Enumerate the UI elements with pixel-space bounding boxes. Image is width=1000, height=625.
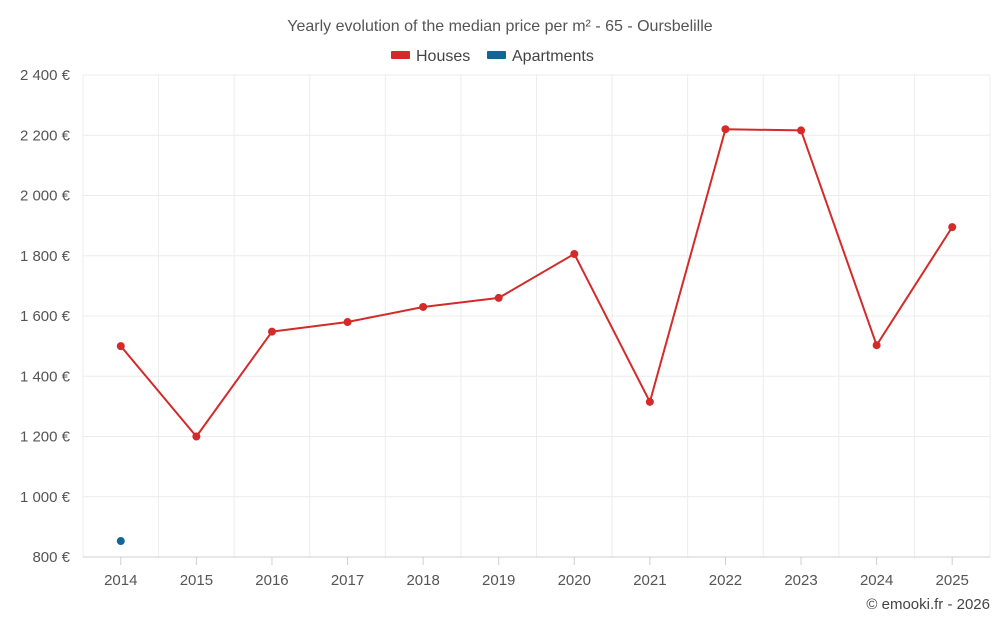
axes: 800 € 1 000 € 1 200 € 1 400 € 1 600 € 1 800 €… [20, 67, 990, 589]
data-point-houses[interactable] [343, 318, 352, 327]
series-points [116, 125, 957, 546]
data-point-houses[interactable] [948, 223, 957, 232]
grid [82, 74, 991, 558]
series-line-houses [120, 128, 954, 438]
data-point-houses[interactable] [872, 341, 881, 350]
x-tick-label: 2019 [482, 572, 515, 589]
series-lines [120, 128, 954, 438]
y-tick-label: 1 200 € [20, 429, 71, 446]
legend-label-apartments[interactable]: Apartments [512, 48, 594, 65]
y-tick-label: 800 € [32, 549, 70, 566]
x-tick-label: 2025 [936, 572, 969, 589]
x-tick-label: 2017 [331, 572, 364, 589]
data-point-apartments[interactable] [116, 537, 125, 546]
data-point-houses[interactable] [494, 293, 503, 302]
data-point-houses[interactable] [116, 342, 125, 351]
y-tick-label: 1 000 € [20, 489, 71, 506]
legend-swatch-houses [391, 51, 410, 59]
data-point-houses[interactable] [570, 249, 579, 258]
legend-label-houses[interactable]: Houses [416, 48, 470, 65]
y-tick-label: 2 000 € [20, 188, 71, 205]
legend-swatch-apartments [487, 51, 506, 59]
data-point-houses[interactable] [267, 327, 276, 336]
data-point-houses[interactable] [419, 302, 428, 311]
y-tick-label: 1 400 € [20, 368, 71, 385]
data-point-houses[interactable] [192, 432, 201, 441]
data-point-houses[interactable] [645, 397, 654, 406]
y-tick-label: 2 400 € [20, 67, 71, 84]
y-tick-label: 1 800 € [20, 248, 71, 265]
x-tick-label: 2014 [104, 572, 137, 589]
x-tick-label: 2016 [255, 572, 288, 589]
legend: Houses Apartments [391, 48, 594, 65]
x-tick-label: 2024 [860, 572, 893, 589]
x-tick-label: 2018 [406, 572, 439, 589]
data-point-houses[interactable] [797, 126, 806, 135]
x-tick-label: 2021 [633, 572, 666, 589]
x-tick-label: 2020 [558, 572, 591, 589]
x-tick-label: 2015 [180, 572, 213, 589]
x-tick-label: 2023 [784, 572, 817, 589]
y-tick-label: 2 200 € [20, 127, 71, 144]
y-tick-label: 1 600 € [20, 308, 71, 325]
x-tick-label: 2022 [709, 572, 742, 589]
data-point-houses[interactable] [721, 125, 730, 134]
credit: © emooki.fr - 2026 [866, 596, 990, 613]
chart-title: Yearly evolution of the median price per… [287, 18, 712, 35]
